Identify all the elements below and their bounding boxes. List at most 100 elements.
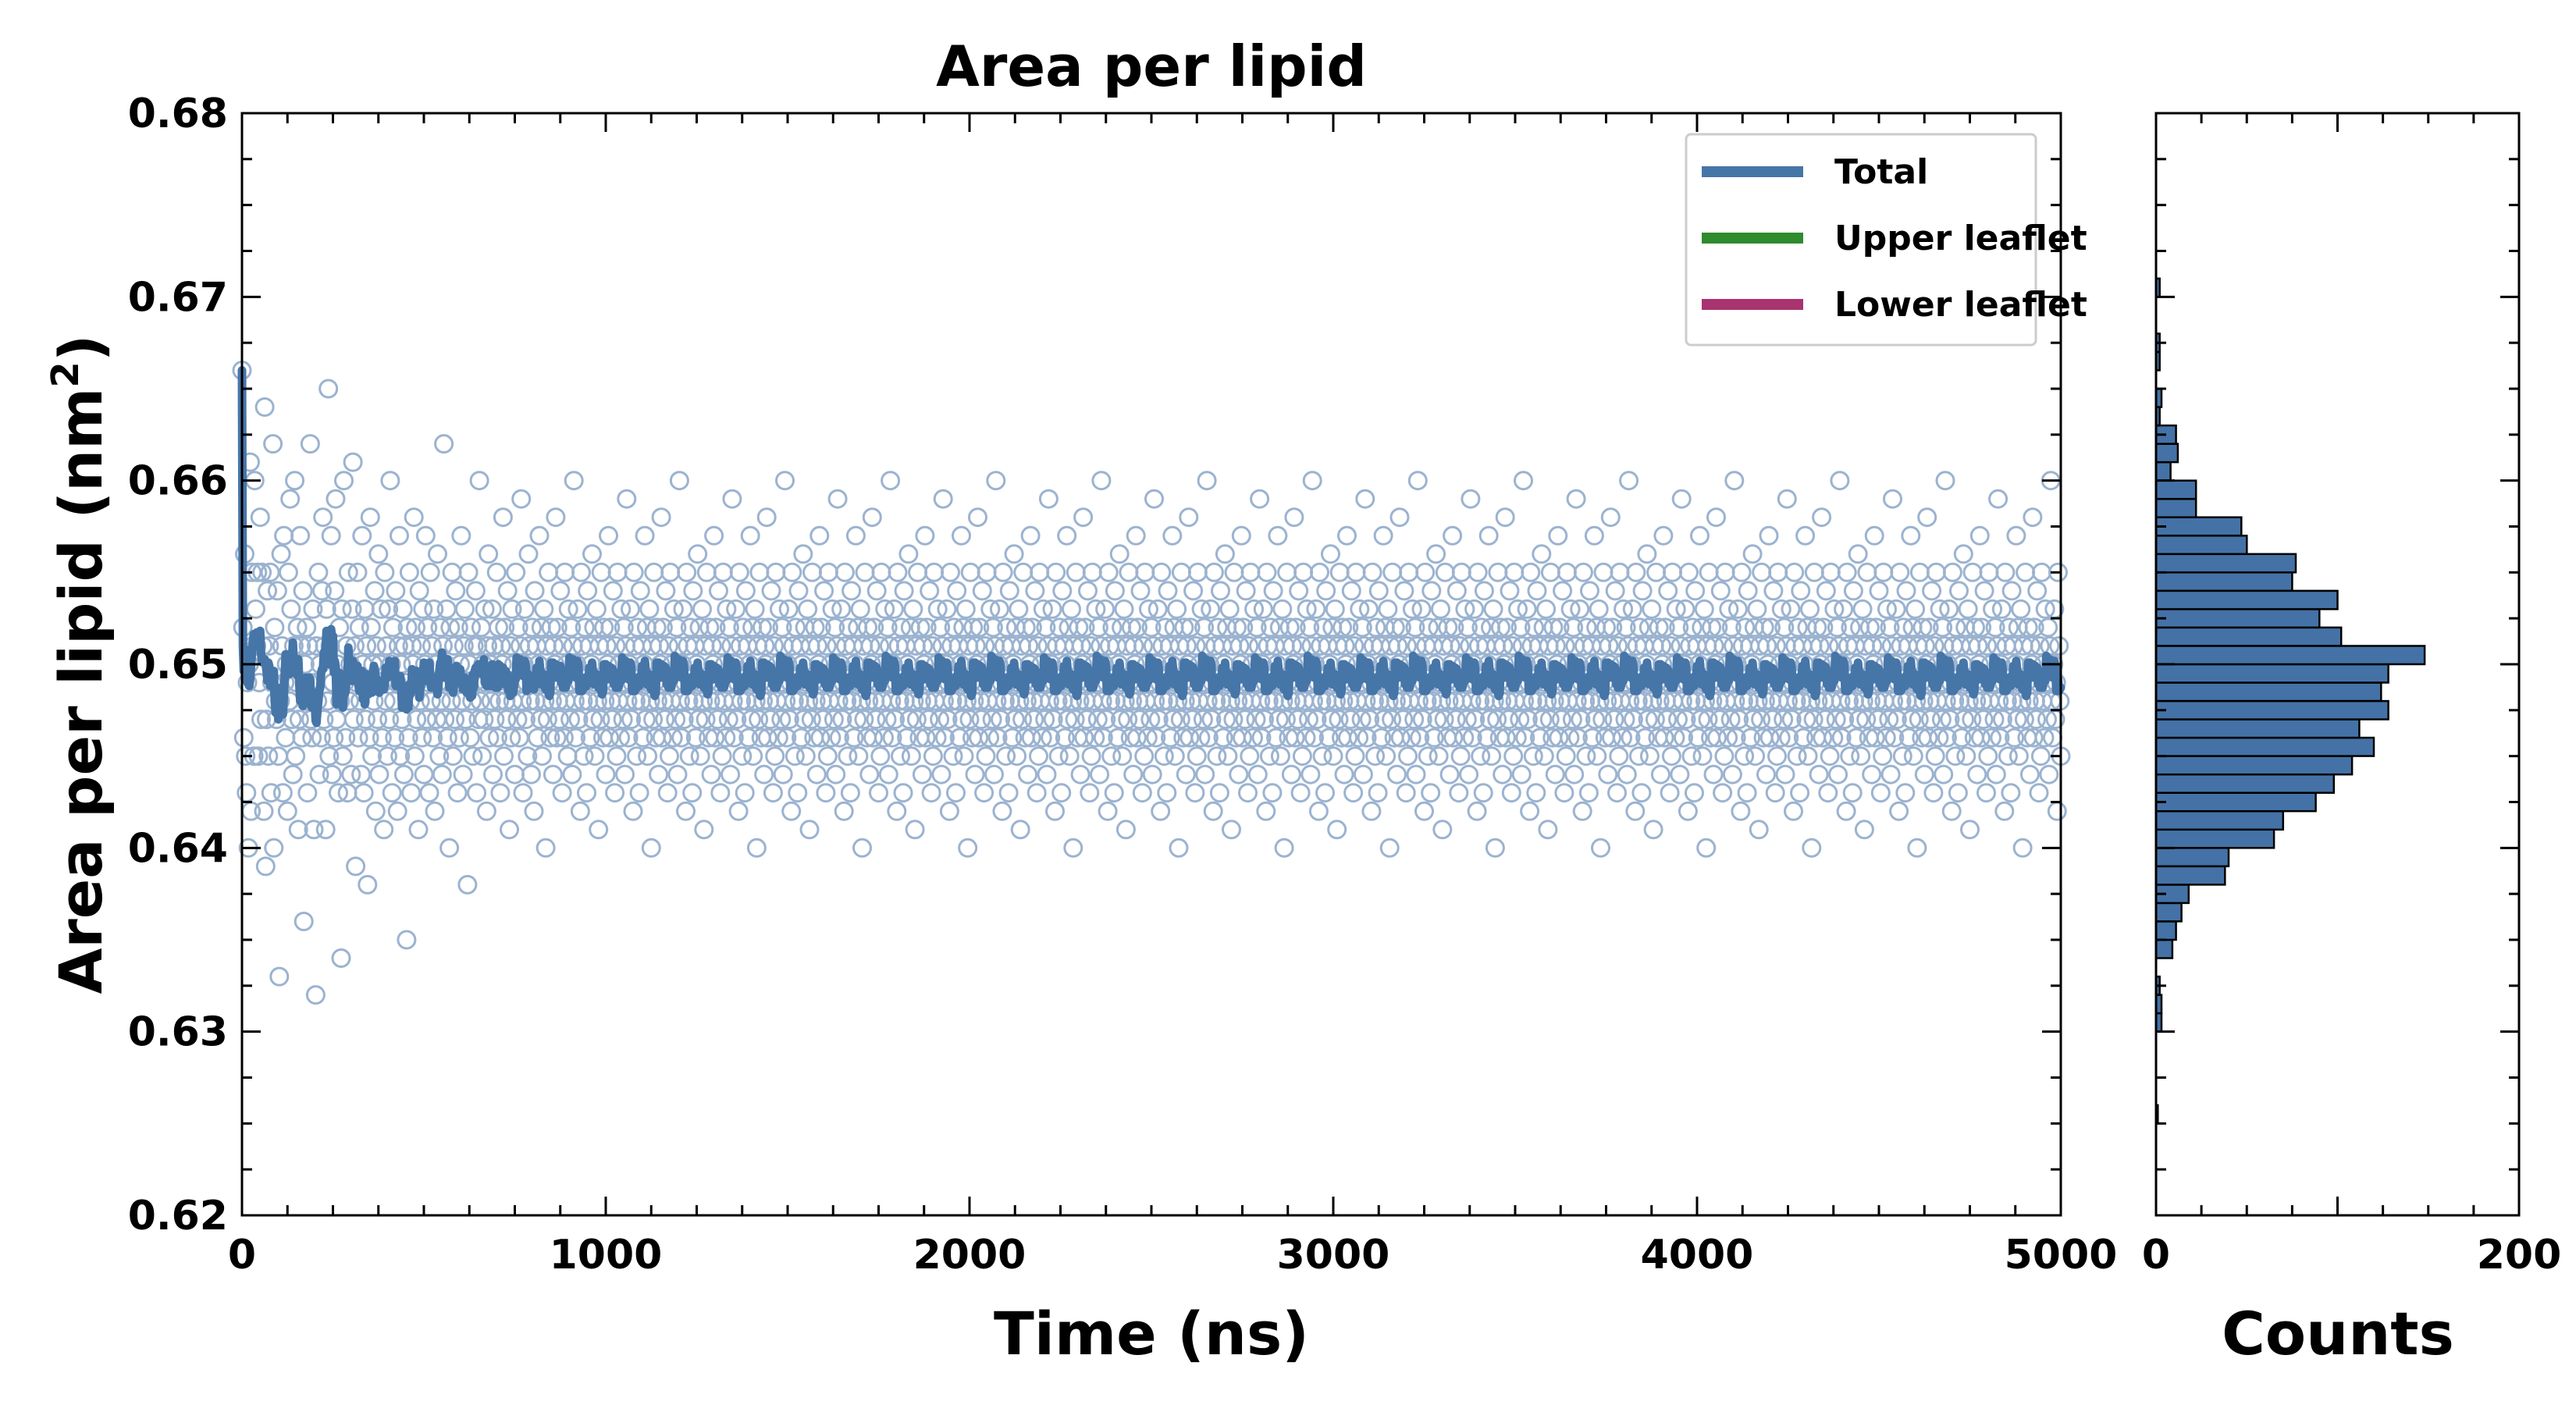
raw-data-point: [379, 710, 400, 730]
raw-data-point: [878, 764, 898, 784]
raw-data-point: [1313, 617, 1333, 638]
raw-data-point: [2001, 783, 2021, 803]
raw-data-point: [1293, 562, 1314, 582]
raw-data-point: [440, 617, 461, 638]
raw-data-point: [888, 562, 908, 582]
raw-data-point: [821, 727, 841, 748]
raw-data-point: [992, 801, 1012, 821]
raw-data-point: [1209, 783, 1229, 803]
raw-data-point: [252, 562, 272, 582]
raw-data-point: [1393, 710, 1414, 730]
raw-data-point: [931, 764, 952, 784]
raw-data-point: [1299, 710, 1318, 730]
raw-data-point: [838, 746, 858, 767]
raw-data-point: [1451, 562, 1471, 582]
raw-data-point: [1631, 783, 1652, 803]
raw-data-point: [657, 783, 678, 803]
raw-data-point: [1302, 471, 1322, 491]
raw-data-point: [1517, 710, 1538, 730]
raw-data-point: [1140, 710, 1161, 730]
raw-data-point: [318, 379, 339, 399]
raw-data-point: [701, 764, 721, 784]
raw-data-point: [1816, 581, 1836, 601]
raw-data-point: [866, 581, 887, 601]
raw-data-point: [1027, 636, 1048, 656]
x-tick-label: 1000: [550, 1232, 663, 1279]
raw-data-point: [653, 617, 673, 638]
raw-data-point: [292, 727, 312, 748]
raw-data-point: [434, 434, 454, 454]
histogram-bar: [2154, 938, 2174, 959]
raw-data-point: [413, 599, 433, 619]
raw-data-point: [479, 727, 500, 748]
raw-data-point: [766, 562, 786, 582]
raw-data-point: [827, 489, 848, 509]
raw-data-point: [1917, 507, 1937, 528]
raw-data-point: [1852, 599, 1873, 619]
raw-data-point: [501, 727, 521, 748]
raw-data-point: [860, 636, 881, 656]
raw-data-point: [1427, 710, 1447, 730]
raw-data-point: [692, 599, 712, 619]
raw-data-point: [415, 525, 436, 546]
raw-data-point: [397, 930, 417, 950]
raw-data-point: [891, 746, 910, 767]
hist-x-tick-label: 0: [2142, 1232, 2170, 1279]
raw-data-point: [1487, 710, 1507, 730]
raw-data-point: [877, 710, 897, 730]
raw-data-point: [881, 691, 902, 711]
raw-data-point: [613, 710, 633, 730]
raw-data-point: [1102, 617, 1123, 638]
raw-data-point: [696, 710, 716, 730]
raw-data-point: [547, 617, 568, 638]
x-tick-label: 2000: [913, 1232, 1026, 1279]
raw-data-point: [1994, 801, 2015, 821]
raw-data-point: [443, 636, 464, 656]
raw-data-point: [1596, 617, 1616, 638]
raw-data-point: [733, 617, 753, 638]
raw-data-point: [406, 617, 425, 638]
raw-data-point: [1536, 599, 1557, 619]
raw-data-point: [1105, 581, 1125, 601]
raw-data-point: [975, 636, 995, 656]
raw-data-point: [1291, 636, 1311, 656]
raw-data-point: [1345, 746, 1365, 767]
raw-data-point: [1461, 489, 1481, 509]
raw-data-point: [1499, 710, 1519, 730]
raw-data-point: [770, 599, 789, 619]
y-tick-label: 0.63: [128, 1009, 228, 1056]
raw-data-point: [285, 471, 305, 491]
raw-data-point: [1564, 617, 1584, 638]
raw-data-point: [1170, 710, 1190, 730]
raw-data-point: [1343, 783, 1364, 803]
raw-data-point: [764, 636, 784, 656]
raw-data-point: [1500, 581, 1520, 601]
raw-data-point: [666, 710, 686, 730]
raw-data-point: [421, 691, 441, 711]
raw-data-point: [1625, 801, 1646, 821]
raw-data-point: [1566, 489, 1586, 509]
histogram-bar: [2154, 791, 2317, 813]
raw-data-point: [382, 783, 402, 803]
raw-data-point: [1253, 599, 1273, 619]
raw-data-point: [1194, 617, 1215, 638]
raw-data-point: [1532, 710, 1553, 730]
raw-data-point: [550, 581, 571, 601]
raw-data-point: [505, 764, 525, 784]
raw-data-point: [1446, 581, 1467, 601]
raw-data-point: [596, 636, 617, 656]
raw-data-point: [1292, 746, 1312, 767]
raw-data-point: [864, 617, 884, 638]
raw-data-point: [941, 562, 960, 582]
raw-data-point: [1382, 710, 1402, 730]
raw-data-point: [1974, 581, 1994, 601]
raw-data-point: [683, 581, 703, 601]
raw-data-point: [1626, 562, 1646, 582]
raw-data-point: [1477, 727, 1497, 748]
raw-data-point: [825, 617, 845, 638]
raw-data-point: [1415, 562, 1436, 582]
raw-data-point: [621, 710, 642, 730]
raw-data-point: [495, 617, 515, 638]
raw-data-point: [1517, 599, 1537, 619]
